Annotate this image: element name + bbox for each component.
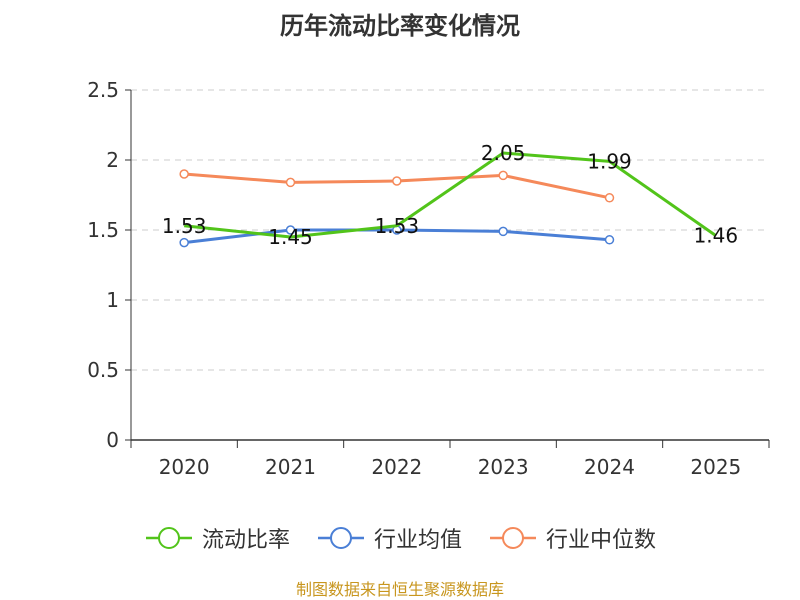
- y-tick-label: 2.5: [87, 78, 119, 102]
- data-point: [179, 237, 189, 248]
- y-tick-label: 2: [106, 148, 119, 172]
- x-tick-label: 2024: [584, 455, 635, 479]
- legend-marker: [329, 527, 352, 549]
- chart-title: 历年流动比率变化情况: [280, 12, 520, 40]
- data-label: 1.46: [694, 224, 739, 248]
- data-point: [604, 235, 615, 245]
- y-tick-label: 1: [106, 288, 119, 312]
- series-line: [184, 151, 717, 239]
- legend: 流动比率 行业均值 行业中位数: [0, 518, 800, 558]
- data-point: [285, 177, 296, 188]
- source-note: 制图数据来自恒生聚源数据库: [295, 580, 504, 599]
- data-point: [285, 225, 296, 235]
- legend-swatch: [145, 527, 192, 549]
- legend-label: 行业均值: [373, 528, 462, 553]
- x-tick-label: 2021: [265, 455, 316, 479]
- data-label: 1.45: [268, 225, 313, 249]
- data-label: 1.53: [375, 214, 420, 238]
- data-label: 1.53: [162, 214, 207, 238]
- data-point: [498, 170, 508, 181]
- data-point: [604, 193, 615, 203]
- series-layer: [179, 151, 717, 248]
- legend-item[interactable]: 行业均值: [316, 522, 462, 554]
- data-label: 2.05: [481, 141, 526, 165]
- legend-swatch: [317, 527, 364, 549]
- legend-label: 流动比率: [201, 528, 290, 553]
- data-point: [179, 169, 189, 179]
- axis-layer: 0 0.5 1 1.5 2 2.5 2020 2021 2022 2023 2024 2025: [87, 78, 770, 479]
- x-tick-label: 2025: [690, 455, 741, 479]
- legend-marker: [157, 527, 180, 549]
- legend-item[interactable]: 行业中位数: [488, 522, 656, 554]
- x-tick-label: 2023: [478, 455, 529, 479]
- legend-swatch: [490, 527, 536, 549]
- legend-marker: [502, 527, 524, 549]
- label-layer: 1.53 1.45 1.53 2.05 1.99 1.46: [162, 141, 738, 249]
- data-point: [498, 226, 508, 237]
- legend-label: 行业中位数: [546, 528, 657, 553]
- data-label: 1.99: [587, 149, 632, 173]
- y-tick-label: 0: [106, 428, 119, 452]
- y-tick-label: 0.5: [87, 358, 119, 382]
- x-tick-label: 2020: [159, 455, 210, 479]
- legend-item[interactable]: 流动比率: [144, 522, 290, 554]
- y-tick-label: 1.5: [87, 218, 119, 242]
- x-tick-label: 2022: [371, 455, 422, 479]
- data-point: [392, 176, 402, 186]
